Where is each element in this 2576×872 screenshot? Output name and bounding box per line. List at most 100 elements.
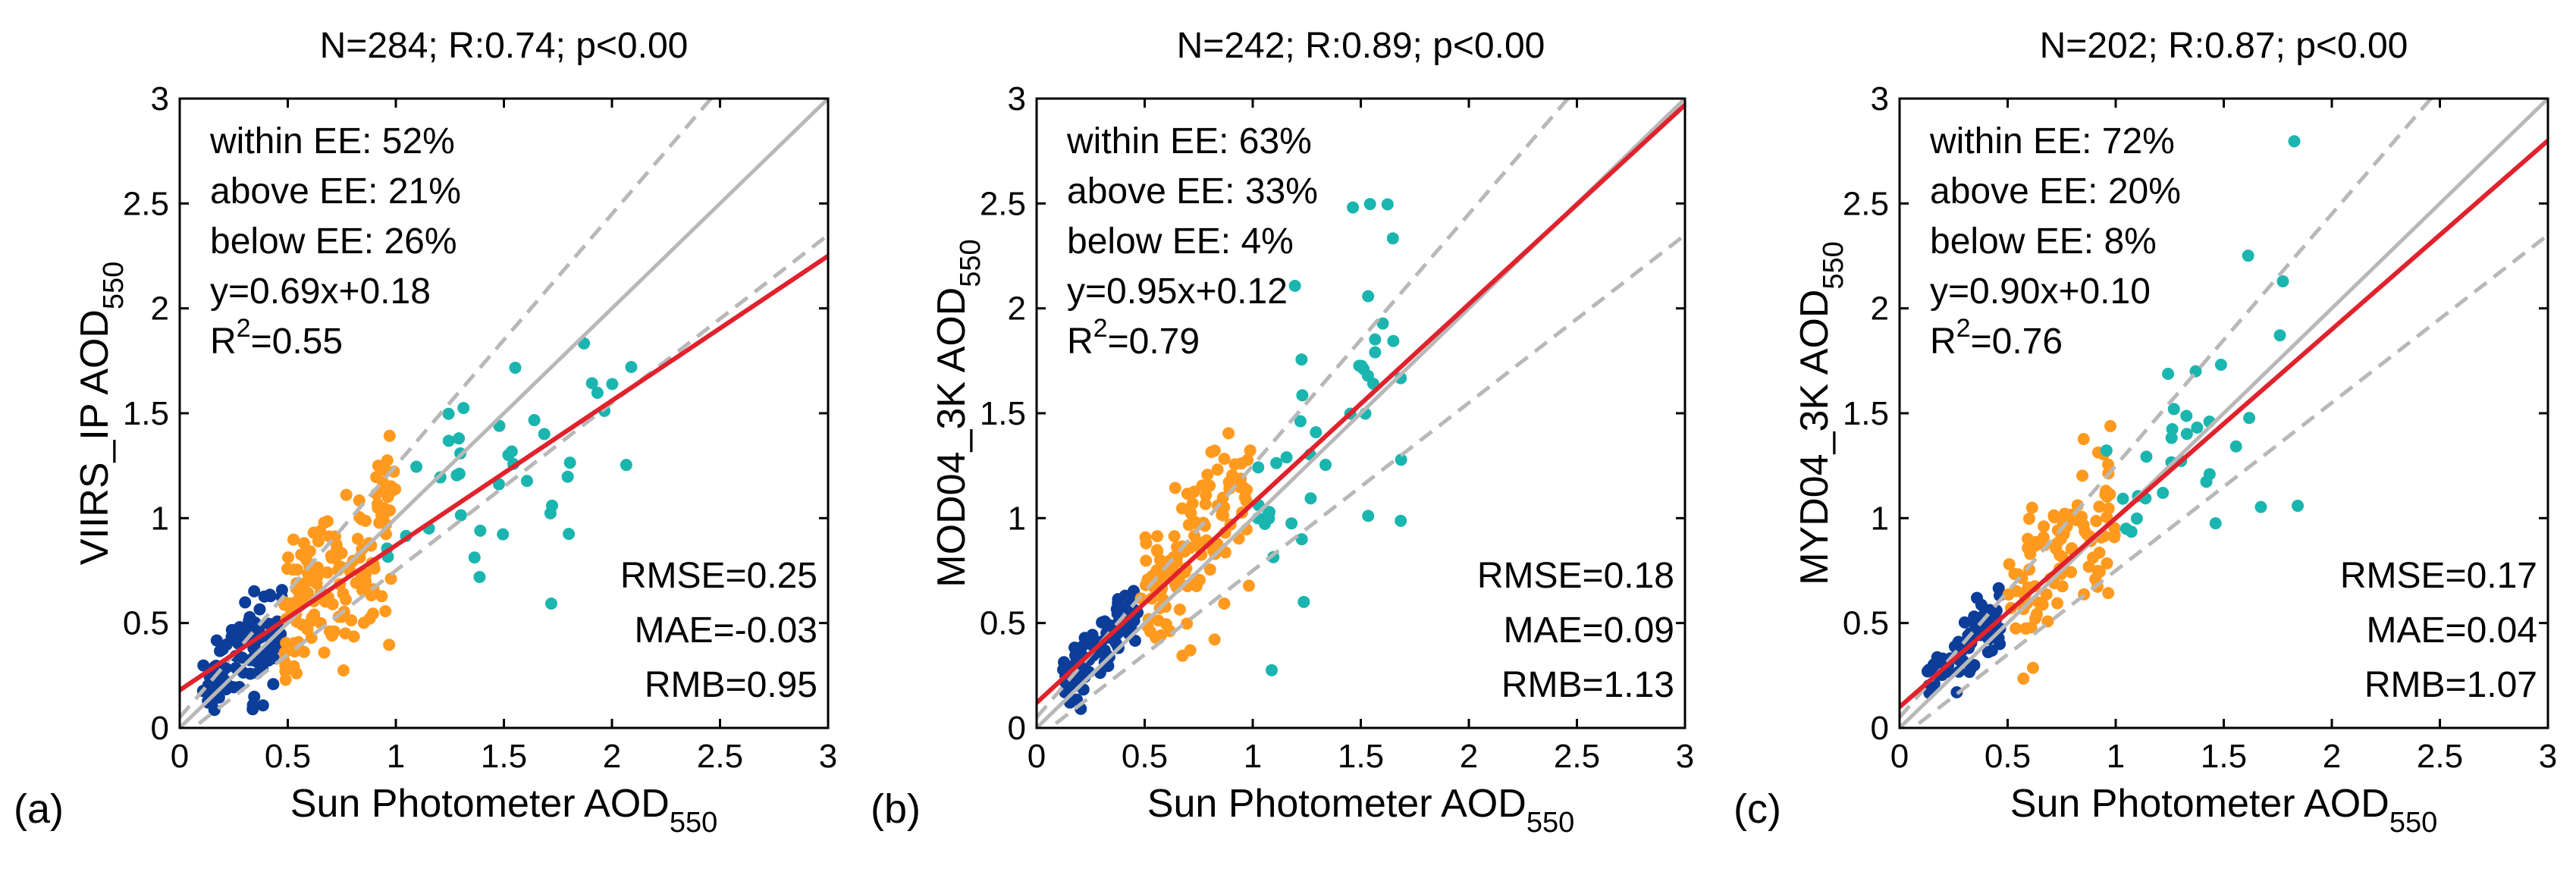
x-tick-label: 3 bbox=[819, 738, 837, 775]
data-point-mid bbox=[1208, 633, 1221, 646]
data-point-mid bbox=[2012, 568, 2025, 581]
data-point-high bbox=[454, 509, 467, 522]
data-point-mid bbox=[321, 515, 334, 528]
data-point-high bbox=[585, 377, 598, 390]
data-point-mid bbox=[2051, 597, 2064, 610]
data-point-mid bbox=[312, 535, 325, 547]
y-tick-label: 2.5 bbox=[980, 185, 1026, 222]
data-point-mid bbox=[312, 561, 325, 574]
data-point-mid bbox=[2101, 557, 2113, 569]
data-point-mid bbox=[347, 630, 360, 643]
data-point-high bbox=[2273, 329, 2286, 342]
data-point-low bbox=[1931, 651, 1944, 663]
y-tick-label: 2 bbox=[1871, 290, 1889, 328]
stats-line: below EE: 26% bbox=[210, 221, 457, 262]
panel-1: 0 0.5 1 1.5 2 2.5 3 0 0.5 1 1.5 2 2.5 3 N=284; R:0.74;… bbox=[14, 26, 837, 839]
ee-lower-line bbox=[1046, 233, 1685, 728]
data-point-mid bbox=[279, 673, 292, 686]
data-point-high bbox=[497, 528, 510, 541]
data-point-mid bbox=[339, 593, 352, 606]
data-point-high bbox=[2130, 512, 2143, 525]
data-point-mid bbox=[306, 611, 318, 624]
x-tick-label: 0 bbox=[171, 738, 189, 775]
y-tick-label: 1.5 bbox=[123, 395, 169, 432]
r-squared-value: =0.76 bbox=[1971, 322, 2063, 362]
y-tick-label: 0 bbox=[151, 710, 169, 747]
data-point-mid bbox=[328, 625, 340, 638]
data-point-mid bbox=[318, 646, 331, 659]
r-squared-prefix: R bbox=[210, 322, 237, 362]
y-tick-label: 1 bbox=[1871, 500, 1889, 537]
data-point-mid bbox=[373, 516, 386, 529]
data-point-high bbox=[2242, 249, 2254, 262]
data-point-mid bbox=[2002, 588, 2015, 601]
data-point-low bbox=[216, 643, 229, 656]
r-squared-value: =0.79 bbox=[1108, 322, 1200, 362]
x-tick-label: 2 bbox=[603, 738, 621, 775]
data-point-mid bbox=[325, 549, 337, 562]
data-point-high bbox=[1285, 517, 1298, 530]
error-metric: MAE=0.04 bbox=[2367, 610, 2537, 651]
data-point-high bbox=[1381, 198, 1394, 211]
stats-line: above EE: 21% bbox=[210, 171, 461, 212]
data-point-mid bbox=[2010, 622, 2022, 635]
data-point-low bbox=[231, 633, 244, 646]
r-squared-superscript: 2 bbox=[1093, 314, 1108, 343]
x-tick-label: 2 bbox=[1460, 738, 1478, 775]
data-point-low bbox=[225, 623, 238, 636]
data-point-mid bbox=[281, 551, 294, 564]
x-axis-label: Sun Photometer AOD550 bbox=[1147, 782, 1574, 839]
data-point-mid bbox=[2102, 587, 2115, 600]
data-point-high bbox=[545, 598, 558, 610]
data-point-mid bbox=[2108, 529, 2121, 541]
data-point-mid bbox=[2079, 525, 2091, 538]
y-tick-label: 0 bbox=[1871, 710, 1889, 747]
data-point-high bbox=[1347, 201, 1360, 214]
data-point-mid bbox=[1222, 476, 1235, 489]
data-point-mid bbox=[1139, 531, 1152, 544]
data-point-mid bbox=[1199, 497, 1212, 510]
data-point-mid bbox=[2077, 433, 2090, 446]
y-axis-label: MOD04_3K AOD550 bbox=[930, 239, 987, 587]
y-tick-label: 0.5 bbox=[123, 605, 169, 642]
y-axis-label: MYD04_3K AOD550 bbox=[1793, 241, 1850, 585]
r-squared-superscript: 2 bbox=[237, 314, 251, 343]
data-point-high bbox=[474, 524, 487, 537]
data-point-high bbox=[473, 570, 486, 583]
data-point-low bbox=[1971, 591, 1984, 604]
error-metric: RMB=0.95 bbox=[645, 665, 817, 705]
stats-line: y=0.69x+0.18 bbox=[210, 271, 431, 312]
x-tick-label: 1.5 bbox=[481, 738, 527, 775]
panel-label: (b) bbox=[871, 786, 921, 832]
data-point-mid bbox=[279, 665, 292, 678]
data-point-low bbox=[1921, 665, 1934, 678]
data-point-mid bbox=[1244, 444, 1257, 457]
x-axis-label: Sun Photometer AOD550 bbox=[2010, 782, 2437, 839]
data-point-mid bbox=[2102, 502, 2115, 515]
x-tick-label: 1.5 bbox=[2201, 738, 2247, 775]
data-point-mid bbox=[281, 563, 294, 576]
data-point-high bbox=[1363, 198, 1376, 211]
data-point-low bbox=[267, 678, 280, 691]
data-point-mid bbox=[337, 664, 350, 677]
data-point-high bbox=[2288, 135, 2301, 148]
data-point-mid bbox=[323, 530, 336, 543]
data-point-high bbox=[2209, 517, 2222, 530]
data-point-mid bbox=[351, 532, 364, 545]
stats-line: y=0.95x+0.12 bbox=[1067, 271, 1288, 312]
data-point-mid bbox=[2102, 458, 2115, 471]
data-point-low bbox=[1985, 644, 1998, 657]
data-point-high bbox=[538, 428, 551, 441]
data-point-low bbox=[197, 659, 210, 672]
data-point-high bbox=[1387, 334, 1400, 347]
y-tick-label: 3 bbox=[1871, 80, 1889, 118]
data-point-mid bbox=[1151, 530, 1164, 543]
data-point-low bbox=[253, 603, 266, 616]
data-point-mid bbox=[340, 488, 353, 501]
data-point-mid bbox=[371, 497, 384, 510]
data-point-mid bbox=[287, 533, 300, 546]
data-point-mid bbox=[2019, 622, 2032, 635]
data-point-mid bbox=[1168, 530, 1181, 543]
data-point-mid bbox=[2054, 549, 2066, 562]
ee-upper-line bbox=[180, 99, 714, 719]
